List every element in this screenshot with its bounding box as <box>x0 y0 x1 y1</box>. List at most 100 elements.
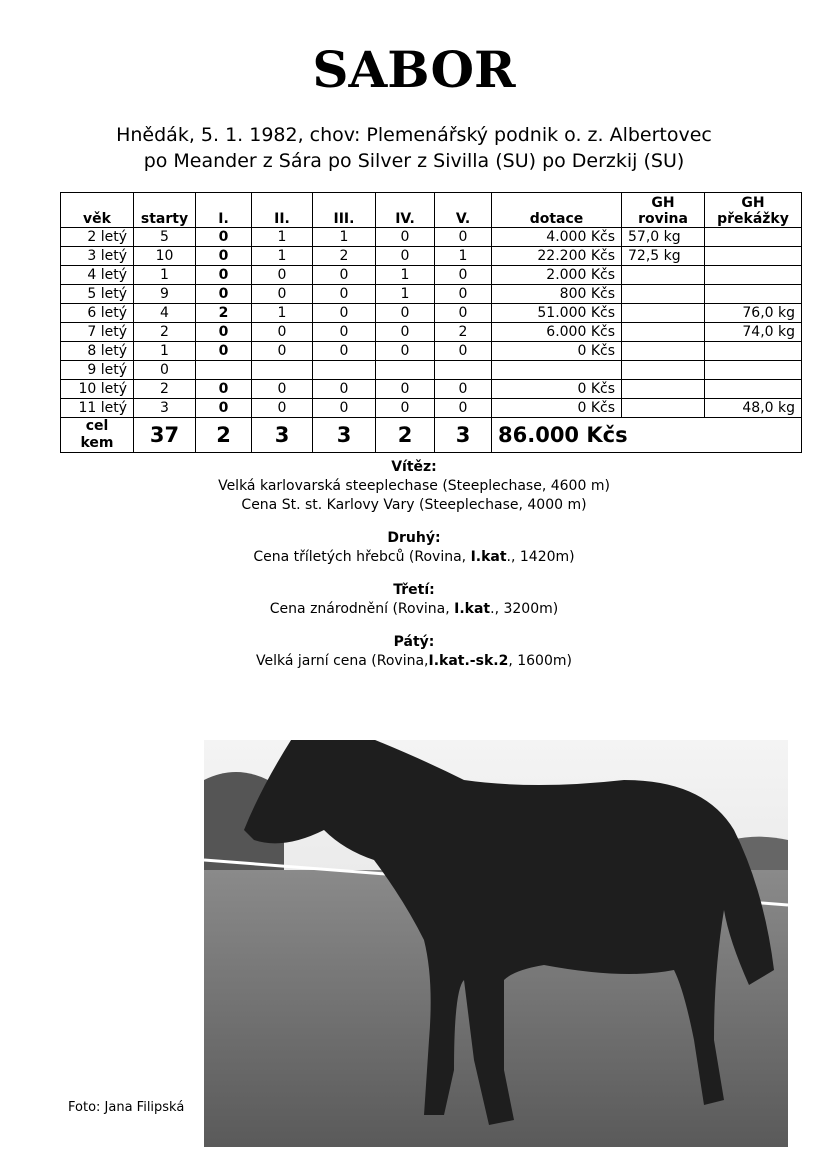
column-header: GH překážky <box>704 192 802 228</box>
table-cell <box>491 360 622 380</box>
table-cell: 0 <box>312 398 376 418</box>
table-row: 9 letý 0 <box>60 360 802 380</box>
table-cell <box>434 360 492 380</box>
second-race: Cena tříletých hřebců (Rovina, I.kat., 1… <box>253 549 575 565</box>
table-cell: 0 <box>251 284 313 304</box>
race-record-table: věk starty I. II. III. IV. V. dotace GH rovina GH… <box>60 192 802 453</box>
fifth-heading: Pátý: <box>393 634 435 650</box>
table-row: 4 letý 1 0 0 0 1 0 2.000 Kčs <box>60 265 802 285</box>
table-row: 6 letý 4 2 1 0 0 0 51.000 Kčs 76,0 kg <box>60 303 802 323</box>
table-cell: 0 <box>195 398 252 418</box>
table-row: 2 letý 5 0 1 1 0 0 4.000 Kčs 57,0 kg <box>60 227 802 247</box>
table-cell: 2.000 Kčs <box>491 265 622 285</box>
table-cell: 1 <box>434 246 492 266</box>
table-cell: 0 <box>375 227 435 247</box>
column-header: II. <box>251 192 313 228</box>
table-cell: 10 <box>133 246 196 266</box>
table-cell: 72,5 kg <box>621 246 705 266</box>
fifth-race: Velká jarní cena (Rovina,I.kat.-sk.2, 16… <box>256 653 572 669</box>
column-header: V. <box>434 192 492 228</box>
table-cell: 0 <box>133 360 196 380</box>
column-header: I. <box>195 192 252 228</box>
table-cell: 0 Kčs <box>491 341 622 361</box>
total-cell: 3 <box>251 417 313 453</box>
table-row: 10 letý 2 0 0 0 0 0 0 Kčs <box>60 379 802 399</box>
table-cell: 5 <box>133 227 196 247</box>
table-cell: 0 <box>195 379 252 399</box>
table-cell <box>621 303 705 323</box>
table-cell <box>621 379 705 399</box>
table-cell <box>621 322 705 342</box>
table-cell: 10 letý <box>60 379 134 399</box>
total-cell: 3 <box>434 417 492 453</box>
table-cell: 1 <box>375 265 435 285</box>
table-cell: 3 letý <box>60 246 134 266</box>
table-cell: 0 <box>434 227 492 247</box>
table-cell <box>704 284 802 304</box>
table-cell <box>195 360 252 380</box>
table-cell: 0 <box>251 398 313 418</box>
table-cell <box>621 284 705 304</box>
table-cell: 0 <box>195 322 252 342</box>
table-cell: 48,0 kg <box>704 398 802 418</box>
table-cell <box>251 360 313 380</box>
third-race: Cena znárodnění (Rovina, I.kat., 3200m) <box>269 601 559 617</box>
table-cell: 0 <box>312 379 376 399</box>
table-cell: 8 letý <box>60 341 134 361</box>
column-header: dotace <box>491 192 622 228</box>
horse-name-title: SABOR <box>312 40 516 99</box>
winner-race: Cena St. st. Karlovy Vary (Steeplechase,… <box>241 497 587 513</box>
winner-heading: Vítěz: <box>391 459 437 475</box>
third-heading: Třetí: <box>393 582 435 598</box>
table-cell: 9 letý <box>60 360 134 380</box>
table-cell: 0 <box>434 265 492 285</box>
total-cell: 86.000 Kčs <box>491 417 802 453</box>
total-cell: 2 <box>375 417 435 453</box>
table-cell <box>621 265 705 285</box>
photo-credit: Foto: Jana Filipská <box>68 1100 185 1115</box>
table-cell <box>704 265 802 285</box>
table-cell: 0 <box>195 227 252 247</box>
table-cell: 0 <box>195 284 252 304</box>
table-cell: 7 letý <box>60 322 134 342</box>
table-cell: 0 <box>251 379 313 399</box>
table-cell: 1 <box>375 284 435 304</box>
table-cell: 0 <box>312 284 376 304</box>
table-cell <box>621 360 705 380</box>
column-header: věk <box>60 192 134 228</box>
table-cell: 0 <box>434 341 492 361</box>
table-cell: 5 letý <box>60 284 134 304</box>
table-cell: 0 <box>195 246 252 266</box>
table-cell: 11 letý <box>60 398 134 418</box>
table-cell <box>704 379 802 399</box>
table-cell: 74,0 kg <box>704 322 802 342</box>
pedigree: po Meander z Sára po Silver z Sivilla (S… <box>143 150 685 172</box>
table-cell <box>704 341 802 361</box>
table-cell <box>704 227 802 247</box>
table-cell: 0 <box>195 265 252 285</box>
table-cell <box>375 360 435 380</box>
table-cell: 4 <box>133 303 196 323</box>
table-cell: 0 <box>434 284 492 304</box>
table-row: 7 letý 2 0 0 0 0 2 6.000 Kčs 74,0 kg <box>60 322 802 342</box>
column-header: IV. <box>375 192 435 228</box>
total-cell: 37 <box>133 417 196 453</box>
total-cell: cel kem <box>60 417 134 453</box>
table-cell: 22.200 Kčs <box>491 246 622 266</box>
table-cell <box>704 360 802 380</box>
achievements: Vítěz: Velká karlovarská steeplechase (S… <box>0 458 828 671</box>
table-cell: 0 <box>434 303 492 323</box>
table-cell: 2 <box>133 322 196 342</box>
table-cell: 2 letý <box>60 227 134 247</box>
winner-race: Velká karlovarská steeplechase (Steeplec… <box>218 478 610 494</box>
table-row: 3 letý 10 0 1 2 0 1 22.200 Kčs 72,5 kg <box>60 246 802 266</box>
total-cell: 3 <box>312 417 376 453</box>
table-cell: 4 letý <box>60 265 134 285</box>
table-cell: 2 <box>312 246 376 266</box>
total-row: cel kem 37 2 3 3 2 3 86.000 Kčs <box>60 417 802 453</box>
table-cell <box>621 341 705 361</box>
table-cell: 1 <box>133 341 196 361</box>
table-row: 5 letý 9 0 0 0 1 0 800 Kčs <box>60 284 802 304</box>
table-cell: 0 Kčs <box>491 379 622 399</box>
